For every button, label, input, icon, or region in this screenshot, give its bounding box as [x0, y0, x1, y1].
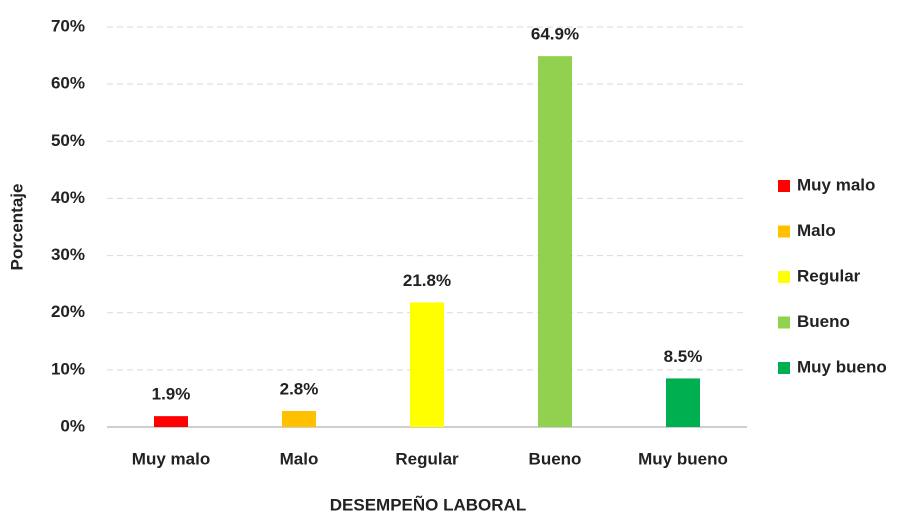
legend-label: Muy malo — [797, 175, 875, 194]
y-tick-label: 20% — [51, 302, 85, 321]
y-tick-label: 10% — [51, 359, 85, 378]
legend-label: Malo — [797, 221, 836, 240]
bar — [154, 416, 188, 427]
x-tick-label: Muy bueno — [638, 449, 728, 468]
y-tick-label: 30% — [51, 245, 85, 264]
x-tick-label: Muy malo — [132, 449, 210, 468]
legend-label: Muy bueno — [797, 357, 887, 376]
data-label: 64.9% — [531, 25, 579, 44]
y-tick-label: 70% — [51, 16, 85, 35]
x-tick-label: Bueno — [529, 449, 582, 468]
data-label: 1.9% — [152, 385, 191, 404]
x-tick-label: Malo — [280, 449, 319, 468]
legend-swatch — [778, 225, 790, 238]
y-axis-title: Porcentaje — [7, 184, 26, 271]
x-axis-title: DESEMPEÑO LABORAL — [330, 494, 526, 514]
legend-swatch — [778, 362, 790, 374]
data-label: 21.8% — [403, 271, 451, 290]
x-tick-label: Regular — [395, 449, 459, 468]
bar — [538, 56, 572, 428]
y-tick-label: 60% — [51, 74, 85, 93]
bar — [666, 378, 700, 427]
y-tick-label: 50% — [51, 131, 85, 150]
legend-label: Regular — [797, 266, 861, 285]
bar — [282, 411, 316, 427]
data-label: 8.5% — [664, 347, 703, 366]
legend-swatch — [778, 180, 790, 192]
y-tick-label: 40% — [51, 188, 85, 207]
legend-label: Bueno — [797, 312, 850, 331]
y-tick-label: 0% — [60, 416, 85, 435]
legend-swatch — [778, 271, 790, 283]
bar — [410, 302, 444, 427]
legend-swatch — [778, 316, 790, 329]
data-label: 2.8% — [280, 379, 319, 398]
